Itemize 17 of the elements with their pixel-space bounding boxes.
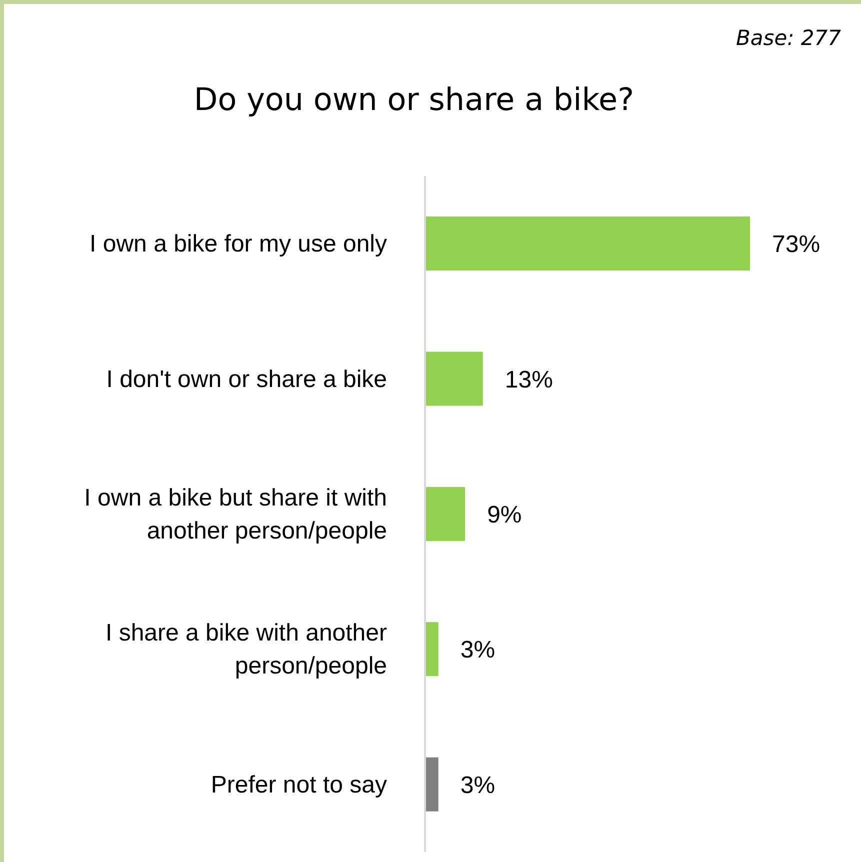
bar: [425, 486, 466, 541]
bar: [425, 216, 750, 271]
chart-title: Do you own or share a bike?: [192, 82, 636, 118]
data-label: 9%: [487, 501, 522, 528]
data-label: 3%: [460, 772, 496, 799]
data-label: 3%: [460, 636, 496, 664]
y-tick-label: I own a bike but share it with another person/people: [84, 484, 387, 544]
y-tick-label: I don't own or share a bike: [106, 365, 387, 392]
bar: [425, 757, 438, 812]
bar: [425, 622, 438, 676]
y-tick-label: I share a bike with another person/people: [106, 619, 388, 680]
data-label: 73%: [772, 231, 820, 258]
text: Base: 277: [736, 26, 841, 50]
y-tick-label: Prefer not to say: [210, 770, 387, 798]
data-label: 13%: [504, 366, 553, 394]
bar: [425, 352, 483, 406]
y-tick-label: I own a bike for my use only: [90, 230, 387, 258]
